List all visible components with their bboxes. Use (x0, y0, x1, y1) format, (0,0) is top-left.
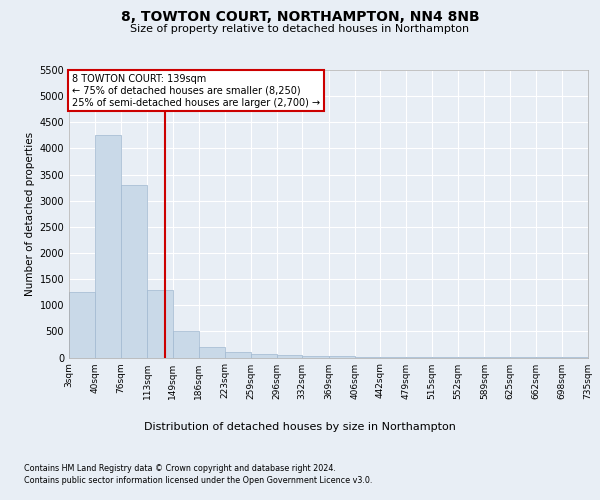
Text: Distribution of detached houses by size in Northampton: Distribution of detached houses by size … (144, 422, 456, 432)
Bar (173, 332, 199, 357)
Bar (380, 357, 406, 358)
Text: Contains public sector information licensed under the Open Government Licence v3: Contains public sector information licen… (24, 476, 373, 485)
Text: Size of property relative to detached houses in Northampton: Size of property relative to detached ho… (130, 24, 470, 34)
Bar (95, 136, 121, 358)
Y-axis label: Number of detached properties: Number of detached properties (25, 132, 35, 296)
Bar (121, 185, 147, 358)
Bar (69, 292, 95, 358)
Bar (147, 290, 173, 358)
Bar (329, 356, 355, 358)
Bar (302, 356, 329, 358)
Bar (251, 354, 277, 358)
Bar (225, 352, 251, 358)
Bar (277, 355, 302, 358)
Bar (199, 347, 225, 358)
Text: Contains HM Land Registry data © Crown copyright and database right 2024.: Contains HM Land Registry data © Crown c… (24, 464, 336, 473)
Text: 8, TOWTON COURT, NORTHAMPTON, NN4 8NB: 8, TOWTON COURT, NORTHAMPTON, NN4 8NB (121, 10, 479, 24)
Bar (355, 356, 380, 358)
Text: 8 TOWTON COURT: 139sqm
← 75% of detached houses are smaller (8,250)
25% of semi-: 8 TOWTON COURT: 139sqm ← 75% of detached… (71, 74, 320, 108)
